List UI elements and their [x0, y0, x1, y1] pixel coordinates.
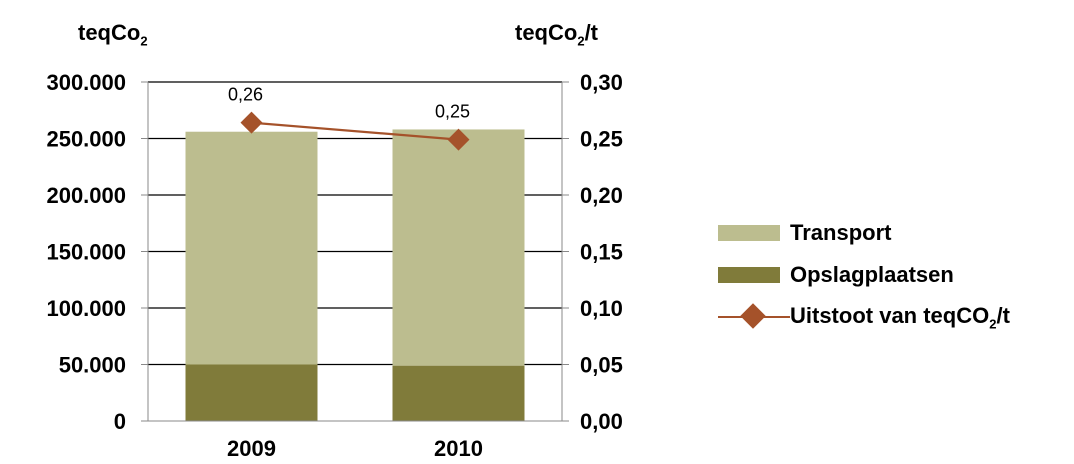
legend-item-transport: Transport: [718, 212, 1010, 254]
line-uitstoot: [251, 121, 459, 141]
left-tick-label: 200.000: [46, 183, 126, 208]
right-axis-unit: teqCo2/t: [515, 20, 599, 49]
right-tick-label: 0,10: [580, 296, 623, 321]
legend-swatch-opslagplaatsen: [718, 267, 780, 283]
bar-transport-2009: [185, 131, 318, 365]
legend: Transport Opslagplaatsen Uitstoot van te…: [718, 212, 1010, 338]
bar-transport-2010: [392, 129, 525, 366]
left-axis-unit: teqCo2: [78, 20, 148, 49]
line-series: [240, 111, 470, 151]
right-tick-label: 0,30: [580, 70, 623, 95]
left-tick-label: 250.000: [46, 127, 126, 152]
legend-label-uitstoot: Uitstoot van teqCO2/t: [790, 302, 1010, 332]
legend-item-uitstoot: Uitstoot van teqCO2/t: [718, 296, 1010, 338]
x-tick-label: 2010: [434, 436, 483, 461]
legend-swatch-uitstoot: [718, 303, 790, 329]
legend-swatch-transport: [718, 225, 780, 241]
legend-item-opslagplaatsen: Opslagplaatsen: [718, 254, 1010, 296]
x-tick-label: 2009: [227, 436, 276, 461]
data-label-2009: 0,26: [228, 85, 263, 105]
diamond-marker-2010: [447, 128, 470, 151]
right-tick-label: 0,15: [580, 240, 623, 265]
labels: 0 0,00 50.000 0,05 100.000 0,10 150.000 0,15 200…: [46, 70, 622, 461]
right-tick-label: 0,20: [580, 183, 623, 208]
left-tick-label: 300.000: [46, 70, 126, 95]
right-tick-label: 0,25: [580, 127, 623, 152]
right-tick-label: 0,00: [580, 409, 623, 434]
bars: [185, 129, 525, 421]
left-tick-label: 100.000: [46, 296, 126, 321]
data-label-2010: 0,25: [435, 102, 470, 122]
left-tick-label: 50.000: [59, 353, 126, 378]
bar-opslagplaatsen-2009: [185, 364, 318, 421]
diamond-marker-2009: [240, 111, 263, 134]
left-tick-label: 0: [114, 409, 126, 434]
axes: [141, 81, 569, 422]
right-tick-label: 0,05: [580, 353, 623, 378]
legend-label-transport: Transport: [790, 220, 892, 245]
bar-opslagplaatsen-2010: [392, 365, 525, 421]
left-tick-label: 150.000: [46, 240, 126, 265]
legend-label-opslagplaatsen: Opslagplaatsen: [790, 262, 954, 287]
diamond-marker-icon: [740, 303, 766, 329]
